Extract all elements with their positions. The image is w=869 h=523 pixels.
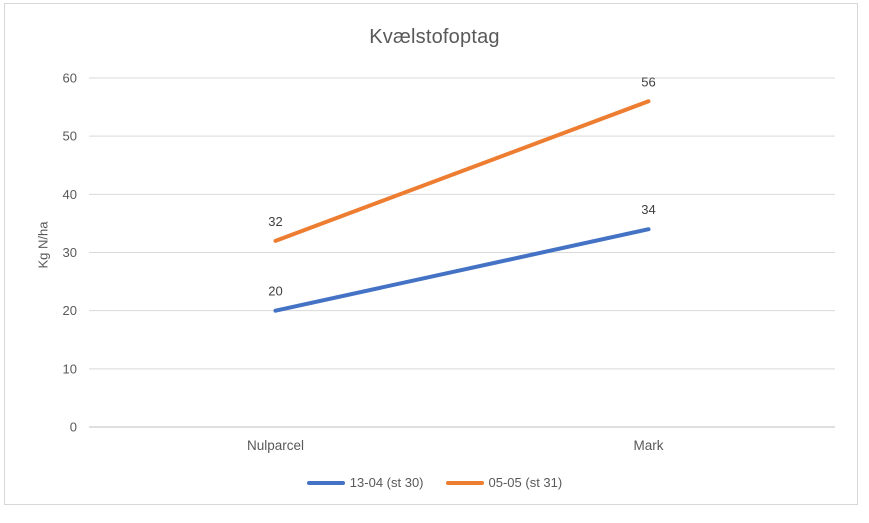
x-category-label: Mark <box>634 438 664 453</box>
legend-label-series-2: 05-05 (st 31) <box>488 475 563 490</box>
y-tick-label: 50 <box>63 129 77 144</box>
x-category-label: Nulparcel <box>247 438 304 453</box>
y-tick-label: 30 <box>63 245 77 260</box>
legend-line-swatch-orange <box>445 480 484 485</box>
y-tick-label: 40 <box>63 187 77 202</box>
data-label: 20 <box>268 284 282 299</box>
legend: 13-04 (st 30) 05-05 (st 31) <box>0 475 869 490</box>
chart-border <box>4 3 858 505</box>
series-line <box>273 227 651 313</box>
legend-item-series-1: 13-04 (st 30) <box>306 475 424 490</box>
y-tick-label: 0 <box>70 420 77 435</box>
y-tick-label: 60 <box>63 71 77 86</box>
series-line <box>273 99 651 243</box>
legend-line-swatch-blue <box>306 480 345 485</box>
legend-label-series-1: 13-04 (st 30) <box>349 475 424 490</box>
data-label: 32 <box>268 214 282 229</box>
y-tick-label: 20 <box>63 303 77 318</box>
data-label: 34 <box>641 202 655 217</box>
y-tick-label: 10 <box>63 361 77 376</box>
data-label: 56 <box>641 74 655 89</box>
legend-item-series-2: 05-05 (st 31) <box>445 475 563 490</box>
chart-title: Kvælstofoptag <box>369 26 500 48</box>
